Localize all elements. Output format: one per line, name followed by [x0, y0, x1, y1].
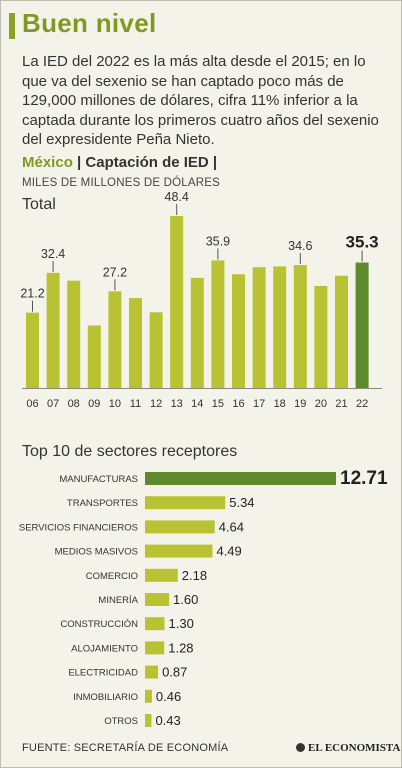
units-label: MILES DE MILLONES DE DÓLARES	[22, 177, 220, 189]
sector-label-servicios-financieros: SERVICIOS FINANCIEROS	[19, 522, 138, 533]
sector-bar-transportes	[145, 496, 226, 510]
x-tick-label-08: 08	[68, 398, 80, 410]
bar-21	[335, 275, 348, 388]
sector-value-medios-masivos: 4.49	[216, 544, 241, 559]
bar-10	[108, 291, 122, 388]
x-tick-label-07: 07	[47, 398, 59, 410]
sector-bar-miner-a	[145, 593, 170, 606]
data-label-13: 48.4	[165, 190, 189, 204]
subtitle-main: Captación de IED	[85, 154, 209, 171]
sector-value-electricidad: 0.87	[162, 665, 187, 680]
bar-07	[46, 272, 60, 388]
sector-value-alojamiento: 1.28	[168, 640, 193, 655]
x-tick-label-22: 22	[356, 398, 368, 410]
sectors-chart-title: Top 10 de sectores receptores	[22, 443, 238, 460]
brand-dot-icon	[296, 743, 305, 752]
data-label-10: 27.2	[103, 265, 127, 279]
chart-subtitle: México | Captación de IED |	[22, 154, 217, 171]
total-chart-title: Total	[22, 196, 56, 213]
bar-09	[87, 325, 101, 388]
bar-08	[67, 280, 81, 388]
sector-label-alojamiento: ALOJAMIENTO	[71, 643, 138, 654]
subtitle-separator: |	[72, 154, 86, 171]
sector-label-inmobiliario: INMOBILIARIO	[73, 692, 138, 703]
bar-18	[273, 266, 287, 388]
sector-value-comercio: 2.18	[182, 568, 207, 583]
sector-label-medios-masivos: MEDIOS MASIVOS	[55, 547, 138, 558]
x-tick-label-09: 09	[88, 398, 100, 410]
sector-bar-otros	[145, 714, 152, 727]
title-accent-bar	[9, 13, 15, 39]
sector-bar-electricidad	[145, 665, 159, 679]
bar-13	[170, 216, 184, 388]
x-tick-label-20: 20	[315, 398, 327, 410]
sector-label-construcci-n: CONSTRUCCIÓN	[60, 619, 138, 630]
x-tick-label-19: 19	[294, 398, 306, 410]
source-note: FUENTE: SECRETARÍA DE ECONOMÍA	[22, 742, 229, 754]
data-label-06: 21.2	[20, 287, 44, 301]
x-tick-label-12: 12	[150, 398, 162, 410]
bar-11	[129, 298, 142, 388]
x-tick-label-10: 10	[109, 398, 121, 410]
sector-label-manufacturas: MANUFACTURAS	[59, 474, 138, 485]
bar-20	[314, 286, 328, 388]
data-label-22: 35.3	[346, 233, 379, 252]
bar-06	[26, 312, 39, 388]
x-tick-label-14: 14	[191, 398, 203, 410]
bar-19	[293, 265, 307, 388]
sector-label-otros: OTROS	[104, 716, 138, 727]
sector-bar-manufacturas	[145, 472, 336, 485]
x-tick-label-18: 18	[274, 398, 286, 410]
sector-label-electricidad: ELECTRICIDAD	[68, 668, 138, 679]
sector-value-transportes: 5.34	[229, 495, 254, 510]
bar-15	[211, 260, 225, 388]
brand-logo: EL ECONOMISTA	[296, 742, 400, 754]
x-tick-label-21: 21	[335, 398, 347, 410]
sector-value-otros: 0.43	[155, 713, 180, 728]
sector-value-construcci-n: 1.30	[169, 616, 194, 631]
x-tick-label-11: 11	[130, 398, 141, 410]
bar-17	[252, 267, 266, 388]
bar-14	[190, 277, 204, 388]
sector-label-comercio: COMERCIO	[86, 571, 138, 582]
x-tick-label-17: 17	[253, 398, 265, 410]
sector-bar-comercio	[145, 568, 178, 582]
sector-bar-medios-masivos	[145, 544, 213, 558]
bar-22	[355, 262, 369, 388]
x-tick-label-13: 13	[171, 398, 183, 410]
sector-value-miner-a: 1.60	[173, 592, 198, 607]
sector-bar-construcci-n	[145, 617, 165, 631]
sector-label-transportes: TRANSPORTES	[67, 498, 138, 509]
x-tick-label-16: 16	[232, 398, 244, 410]
sector-bar-inmobiliario	[145, 689, 152, 703]
subtitle-end: |	[208, 154, 218, 171]
sector-value-manufacturas: 12.71	[340, 468, 388, 489]
subtitle-country: México	[22, 154, 73, 171]
sector-value-inmobiliario: 0.46	[156, 689, 181, 704]
sector-bar-alojamiento	[145, 641, 165, 655]
sector-value-servicios-financieros: 4.64	[219, 519, 244, 534]
bar-12	[149, 312, 163, 388]
intro-paragraph: La IED del 2022 es la más alta desde el …	[22, 53, 379, 148]
sector-bar-servicios-financieros	[145, 520, 215, 534]
page-title: Buen nivel	[22, 8, 157, 38]
data-label-07: 32.4	[41, 247, 65, 261]
bar-16	[232, 274, 245, 388]
sector-label-miner-a: MINERÍA	[98, 595, 138, 606]
data-label-15: 35.9	[206, 234, 230, 248]
brand-name: EL ECONOMISTA	[308, 742, 401, 754]
x-tick-label-06: 06	[26, 398, 38, 410]
x-tick-label-15: 15	[212, 398, 224, 410]
data-label-19: 34.6	[288, 239, 312, 253]
